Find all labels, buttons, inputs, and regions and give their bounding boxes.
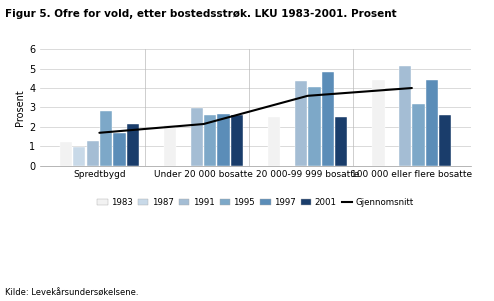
Text: Figur 5. Ofre for vold, etter bostedsstrøk. LKU 1983-2001. Prosent: Figur 5. Ofre for vold, etter bostedsstr…: [5, 9, 397, 19]
Bar: [204, 115, 216, 166]
Bar: [231, 115, 243, 166]
Text: Kilde: Levekårsundersøkelsene.: Kilde: Levekårsundersøkelsene.: [5, 289, 138, 298]
Bar: [113, 133, 125, 166]
Bar: [372, 80, 385, 166]
Bar: [426, 80, 438, 166]
Bar: [412, 104, 425, 166]
Bar: [100, 111, 112, 166]
Bar: [217, 114, 230, 166]
Y-axis label: Prosent: Prosent: [15, 89, 25, 126]
Bar: [268, 117, 281, 166]
Bar: [295, 81, 307, 166]
Bar: [335, 117, 347, 166]
Bar: [308, 87, 321, 166]
Bar: [322, 73, 334, 166]
Legend: 1983, 1987, 1991, 1995, 1997, 2001, Gjennomsnitt: 1983, 1987, 1991, 1995, 1997, 2001, Gjen…: [94, 195, 417, 211]
Bar: [191, 108, 203, 166]
Bar: [439, 115, 452, 166]
Bar: [73, 147, 85, 166]
Bar: [60, 141, 72, 166]
Bar: [86, 141, 99, 166]
Bar: [399, 66, 412, 166]
Bar: [126, 124, 139, 166]
Bar: [164, 125, 176, 166]
